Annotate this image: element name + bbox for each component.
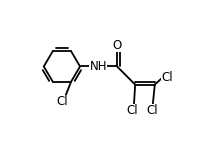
Text: Cl: Cl	[146, 104, 158, 117]
Text: Cl: Cl	[126, 104, 138, 117]
Text: Cl: Cl	[56, 95, 68, 108]
Text: Cl: Cl	[161, 71, 173, 84]
Text: NH: NH	[89, 60, 107, 73]
Text: O: O	[112, 39, 122, 52]
